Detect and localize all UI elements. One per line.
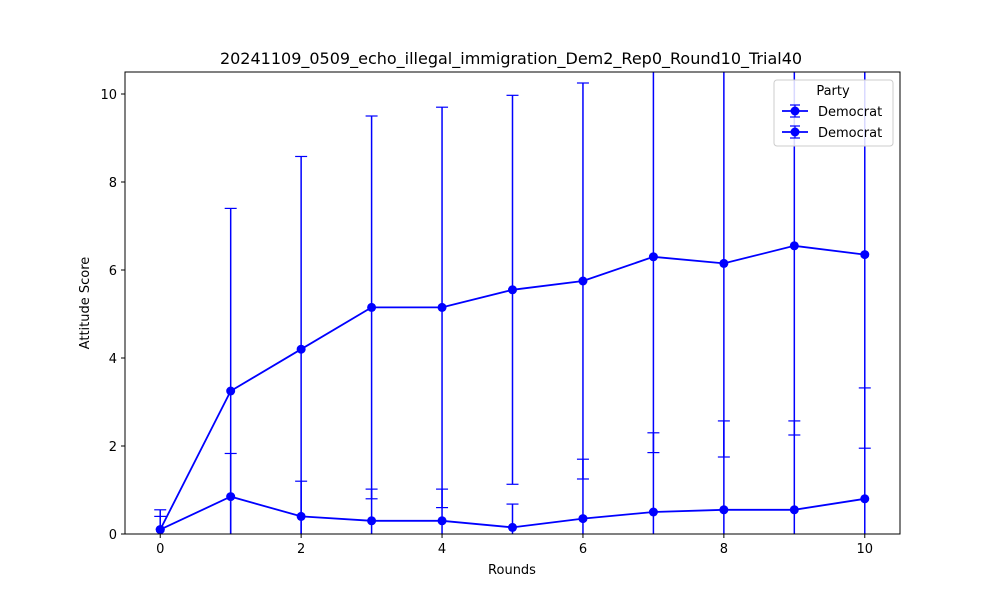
plot-frame bbox=[124, 71, 901, 535]
data-point bbox=[226, 386, 236, 396]
series-0 bbox=[154, 72, 871, 534]
legend-label: Democrat bbox=[818, 105, 882, 120]
data-point bbox=[296, 511, 306, 521]
data-point bbox=[789, 241, 799, 251]
legend-entry-1: Democrat bbox=[782, 125, 882, 141]
x-tick-label: 2 bbox=[297, 542, 305, 557]
y-tick-label: 0 bbox=[109, 528, 117, 543]
x-tick-label: 4 bbox=[438, 542, 446, 557]
data-point bbox=[789, 505, 799, 515]
x-tick-label: 8 bbox=[720, 542, 728, 557]
legend: Party Democrat Democrat bbox=[773, 79, 894, 147]
series-1 bbox=[154, 387, 871, 534]
legend-label: Democrat bbox=[818, 126, 882, 141]
y-tick-label: 4 bbox=[109, 352, 117, 367]
chart-title: 20241109_0509_echo_illegal_immigration_D… bbox=[220, 49, 802, 69]
plot-layer bbox=[154, 72, 871, 534]
y-tick-label: 8 bbox=[109, 176, 117, 191]
legend-entry-0: Democrat bbox=[782, 104, 882, 120]
axis-layer: 0 2 4 6 8 10 0 2 4 6 8 10 bbox=[100, 88, 873, 557]
y-axis-label: Attitude Score bbox=[78, 257, 93, 350]
y-tick-label: 6 bbox=[109, 264, 117, 279]
legend-box bbox=[773, 79, 894, 147]
y-tick-label: 10 bbox=[100, 88, 117, 103]
data-point bbox=[367, 516, 377, 526]
data-point bbox=[437, 516, 447, 526]
data-point bbox=[860, 494, 870, 504]
data-point bbox=[508, 285, 517, 295]
x-axis-label: Rounds bbox=[488, 563, 536, 578]
legend-title: Party bbox=[816, 84, 850, 99]
x-tick-label: 6 bbox=[579, 542, 587, 557]
data-point bbox=[648, 252, 658, 262]
data-point bbox=[860, 250, 870, 260]
data-point bbox=[648, 507, 658, 517]
data-point bbox=[719, 505, 729, 515]
data-point bbox=[508, 522, 517, 532]
data-point bbox=[578, 276, 588, 286]
data-point bbox=[719, 258, 729, 268]
legend-marker bbox=[790, 127, 800, 137]
legend-marker bbox=[790, 106, 800, 116]
x-tick-label: 10 bbox=[856, 542, 873, 557]
x-tick-label: 0 bbox=[156, 542, 164, 557]
data-point bbox=[155, 525, 165, 534]
data-point bbox=[437, 302, 447, 312]
data-point bbox=[578, 514, 588, 524]
data-point bbox=[226, 492, 236, 502]
y-tick-label: 2 bbox=[109, 440, 117, 455]
data-point bbox=[296, 344, 306, 354]
data-point bbox=[367, 302, 377, 312]
